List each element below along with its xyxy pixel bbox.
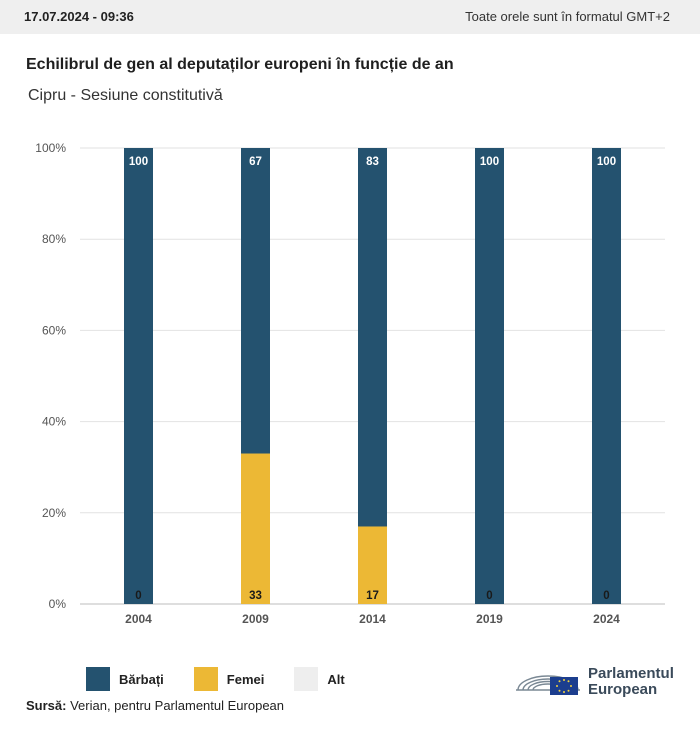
data-label-barbati: 100 [597, 156, 616, 168]
y-tick-label: 40% [42, 415, 66, 429]
bar-brbai [358, 148, 387, 527]
legend-item-femei: Femei [193, 667, 265, 691]
y-tick-label: 100% [35, 141, 66, 155]
data-label-barbati: 83 [366, 156, 379, 168]
data-label-femei: 33 [249, 590, 262, 602]
logo-line-2: European [588, 681, 658, 698]
source-text: Verian, pentru Parlamentul European [70, 698, 285, 713]
legend-swatch-alt [294, 667, 319, 691]
y-tick-label: 60% [42, 323, 66, 337]
x-tick-label: 2019 [476, 612, 503, 626]
data-label-barbati: 67 [249, 156, 262, 168]
timezone-note: Toate orele sunt în formatul GMT+2 [465, 9, 670, 24]
parliament-logo [516, 675, 580, 695]
bar-chart: 0% 20% 40% 60% 80% 100% 100 0 2004 67 33 2009 83 17 20… [35, 141, 665, 626]
bar-brbai [241, 148, 270, 454]
legend-label-barbati: Bărbați [119, 671, 164, 687]
top-bar: 17.07.2024 - 09:36 Toate orele sunt în f… [0, 0, 700, 34]
logo-line-1: Parlamentul [588, 665, 674, 682]
x-tick-label: 2014 [359, 612, 386, 626]
legend-swatch-barbati [86, 667, 110, 691]
data-label-femei: 0 [486, 590, 492, 602]
source-note: Sursă: Verian, pentru Parlamentul Europe… [26, 698, 284, 713]
y-tick-label: 20% [42, 506, 66, 520]
bar-femei [241, 453, 270, 604]
data-label-femei: 17 [366, 590, 379, 602]
legend-swatch-femei [193, 667, 218, 691]
data-label-femei: 0 [135, 590, 141, 602]
bar-brbai [124, 148, 153, 604]
legend-item-alt: Alt [294, 667, 345, 691]
bar-brbai [592, 148, 621, 604]
data-label-barbati: 100 [129, 156, 148, 168]
eu-stars-icon [556, 679, 572, 693]
source-label: Sursă: [26, 698, 67, 713]
x-tick-label: 2009 [242, 612, 269, 626]
x-tick-label: 2024 [593, 612, 620, 626]
y-tick-label: 0% [49, 597, 67, 611]
chart-subtitle: Cipru - Sesiune constitutivă [28, 87, 223, 104]
legend-label-femei: Femei [226, 671, 265, 687]
data-label-barbati: 100 [480, 156, 499, 168]
logo-text: Parlamentul European [588, 666, 674, 698]
legend-label-alt: Alt [327, 671, 345, 687]
y-tick-label: 80% [42, 232, 66, 246]
eu-flag-icon [550, 677, 578, 695]
data-label-femei: 0 [603, 590, 609, 602]
bar-brbai [475, 148, 504, 604]
bar-femei [358, 526, 387, 604]
timestamp: 17.07.2024 - 09:36 [24, 9, 134, 24]
legend-item-barbati: Bărbați [86, 667, 164, 691]
x-tick-label: 2004 [125, 612, 152, 626]
chart-title: Echilibrul de gen al deputaților europen… [26, 56, 454, 73]
legend: Bărbați Femei Alt [86, 667, 375, 691]
